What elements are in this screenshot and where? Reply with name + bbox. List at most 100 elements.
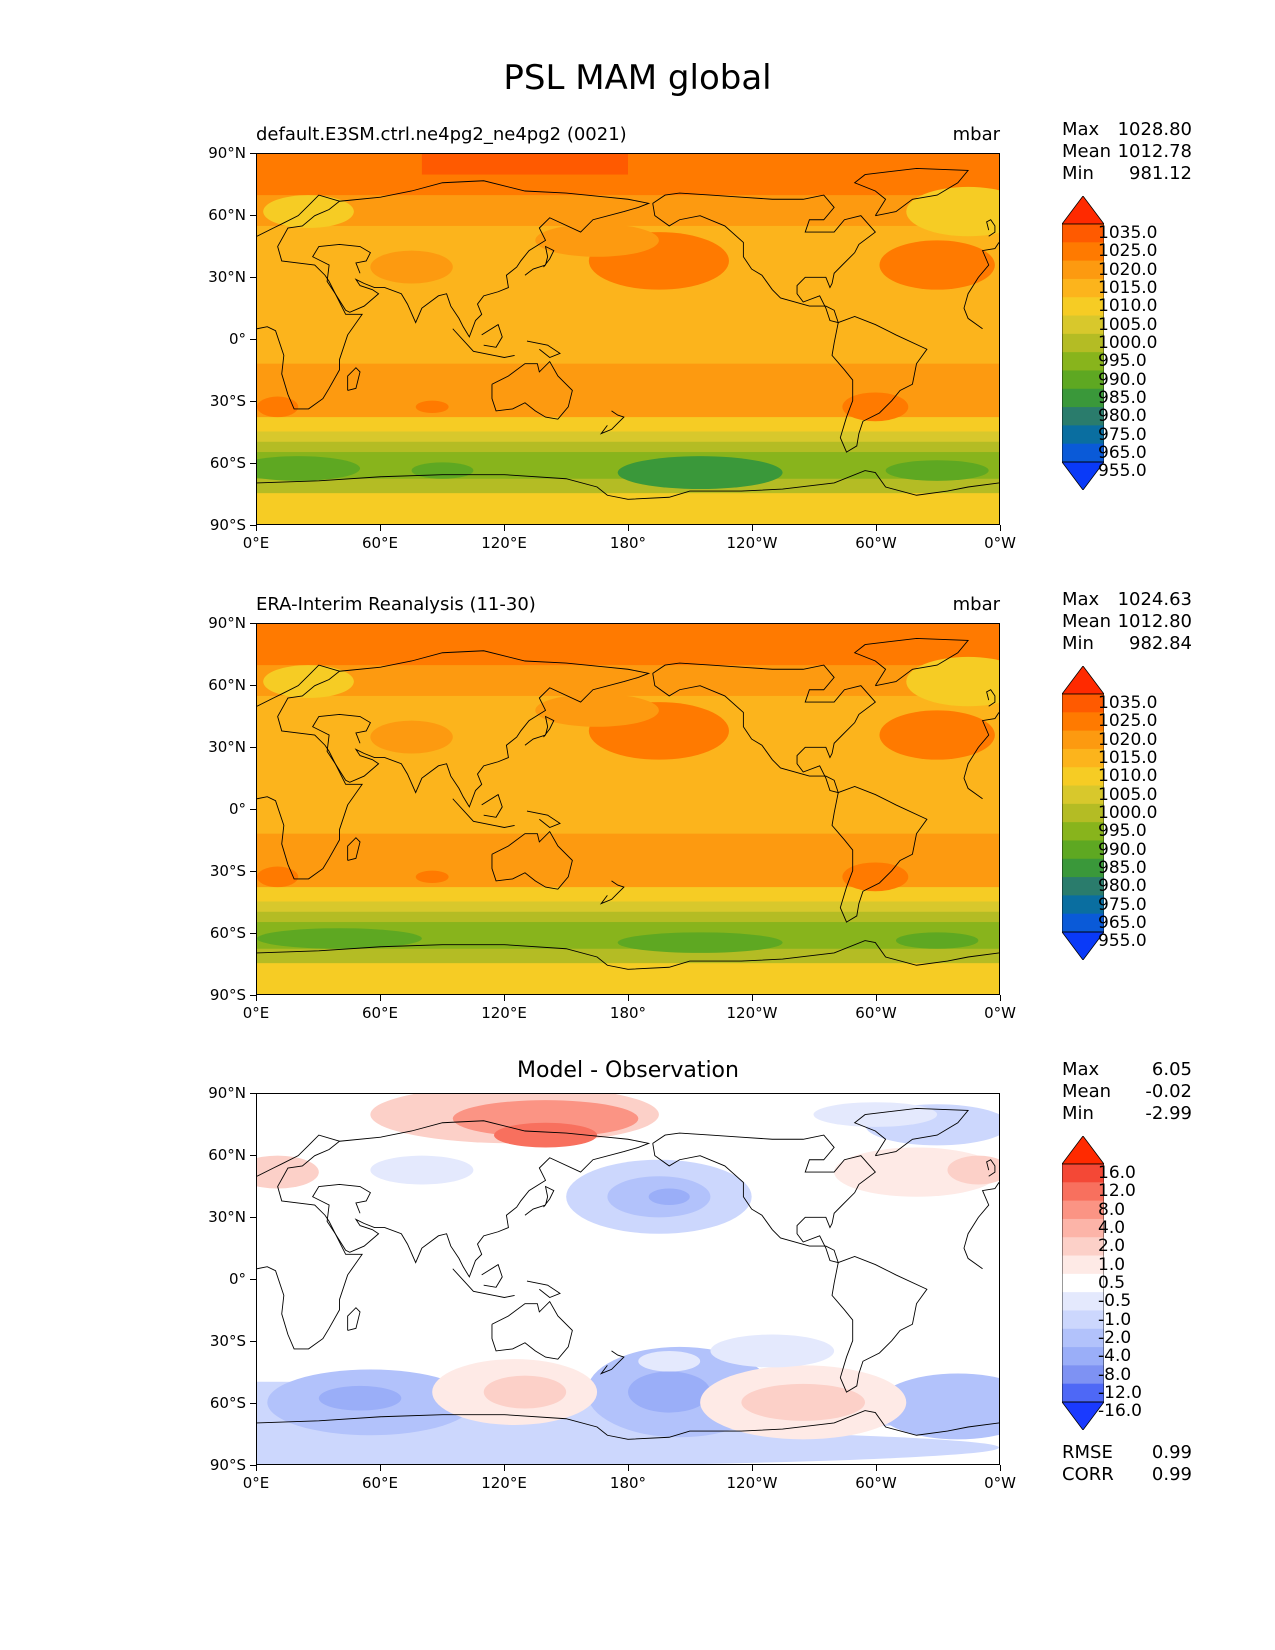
lat-tick-label: 60°N bbox=[208, 206, 246, 224]
difference-cell bbox=[628, 1371, 711, 1413]
pressure-cell bbox=[415, 400, 449, 413]
panel-model-title: default.E3SM.ctrl.ne4pg2_ne4pg2 (0021) bbox=[256, 124, 627, 145]
colorbar-label: 1015.0 bbox=[1098, 278, 1158, 299]
coastline bbox=[257, 1134, 363, 1350]
colorbar-label: 1025.0 bbox=[1098, 711, 1158, 732]
colorbar-label: 1005.0 bbox=[1098, 784, 1158, 805]
lon-tick bbox=[752, 995, 754, 1001]
lon-tick bbox=[380, 995, 382, 1001]
lat-tick bbox=[250, 933, 256, 935]
pressure-cell bbox=[617, 456, 783, 490]
colorbar-swatch bbox=[1062, 297, 1104, 316]
colorbar-label: 990.0 bbox=[1098, 369, 1147, 390]
coastline bbox=[452, 1268, 515, 1298]
metric-label: CORR bbox=[1062, 1464, 1114, 1485]
colorbar-label: 975.0 bbox=[1098, 424, 1147, 445]
figure-title: PSL MAM global bbox=[503, 58, 772, 98]
colorbar-swatch bbox=[1062, 1328, 1104, 1348]
colorbar-label: 1.0 bbox=[1098, 1254, 1126, 1275]
coastline bbox=[853, 637, 970, 687]
coastline bbox=[524, 715, 555, 746]
coastline bbox=[853, 167, 970, 217]
stat-min: 981.12 bbox=[1129, 163, 1192, 184]
colorbar-model bbox=[1061, 195, 1105, 491]
pressure-band bbox=[257, 833, 999, 861]
panel-model: default.E3SM.ctrl.ne4pg2_ne4pg2 (0021) m… bbox=[0, 0, 1275, 552]
colorbar-swatch bbox=[1062, 785, 1104, 805]
coastline bbox=[526, 810, 561, 829]
stats-obs: Max 1024.63 Mean 1012.80 Min 982.84 bbox=[1062, 589, 1192, 655]
colorbar-label: 12.0 bbox=[1098, 1181, 1136, 1202]
colorbar-swatch bbox=[1062, 1273, 1104, 1293]
coastline bbox=[257, 194, 363, 410]
colorbar-swatch bbox=[1061, 195, 1105, 225]
lon-tick bbox=[1000, 995, 1002, 1001]
pressure-cell bbox=[906, 656, 999, 707]
colorbar-label: 4.0 bbox=[1098, 1218, 1126, 1239]
stat-label: Max bbox=[1062, 119, 1100, 140]
stats-model: Max 1028.80 Mean 1012.78 Min 981.12 bbox=[1062, 119, 1192, 185]
colorbar-swatch bbox=[1062, 315, 1104, 335]
colorbar-label: 995.0 bbox=[1098, 821, 1147, 842]
colorbar-label: 1010.0 bbox=[1098, 766, 1158, 787]
pressure-band bbox=[257, 314, 999, 365]
lon-tick-label: 60°E bbox=[361, 1474, 399, 1492]
pressure-cell bbox=[257, 396, 299, 418]
colorbar-swatch bbox=[1062, 1292, 1104, 1311]
coastline bbox=[257, 940, 999, 970]
pressure-band bbox=[257, 901, 999, 913]
colorbar-swatch bbox=[1062, 1164, 1104, 1183]
lon-tick bbox=[876, 995, 878, 1001]
stat-max: 6.05 bbox=[1151, 1059, 1192, 1080]
coastline bbox=[452, 328, 515, 358]
stat-label: Max bbox=[1062, 1059, 1100, 1080]
lon-tick bbox=[504, 525, 506, 531]
lat-tick-label: 90°S bbox=[209, 986, 246, 1004]
pressure-field bbox=[257, 154, 999, 524]
panel-obs-units: mbar bbox=[952, 594, 1000, 615]
lon-tick-label: 120°E bbox=[481, 1004, 527, 1022]
lat-tick-label: 30°S bbox=[209, 1332, 246, 1350]
lat-tick-label: 60°N bbox=[208, 676, 246, 694]
colorbar-swatch bbox=[1062, 333, 1104, 353]
lon-tick-label: 0°E bbox=[242, 534, 270, 552]
stat-label: Mean bbox=[1062, 1081, 1112, 1102]
lat-tick bbox=[250, 685, 256, 687]
pressure-cell bbox=[885, 460, 989, 481]
panel-diff-title: Model - Observation bbox=[517, 1058, 739, 1083]
lon-tick-label: 180° bbox=[609, 1474, 647, 1492]
coastline bbox=[312, 1120, 651, 1278]
stat-mean: -0.02 bbox=[1145, 1081, 1192, 1102]
difference-cell bbox=[494, 1122, 598, 1148]
coastline bbox=[831, 785, 928, 923]
colorbar-swatch bbox=[1062, 425, 1104, 445]
pressure-cell bbox=[370, 250, 453, 284]
coastline bbox=[452, 798, 515, 828]
lon-tick bbox=[628, 525, 630, 531]
colorbar-swatch bbox=[1062, 352, 1104, 371]
colorbar-label: 1015.0 bbox=[1098, 748, 1158, 769]
lat-tick-label: 30°S bbox=[209, 862, 246, 880]
pressure-band bbox=[257, 911, 999, 923]
lat-tick-label: 30°N bbox=[208, 738, 246, 756]
pressure-band bbox=[257, 417, 999, 432]
metric-label: RMSE bbox=[1062, 1442, 1113, 1463]
lon-tick bbox=[256, 525, 258, 531]
difference-cell bbox=[710, 1334, 835, 1368]
pressure-field bbox=[257, 624, 999, 994]
lat-tick-label: 30°N bbox=[208, 1208, 246, 1226]
lat-tick bbox=[250, 747, 256, 749]
lat-tick-label: 0° bbox=[228, 1270, 246, 1288]
pressure-band bbox=[257, 441, 999, 453]
lon-tick bbox=[876, 525, 878, 531]
difference-cell bbox=[452, 1100, 639, 1138]
colorbar-label: 1000.0 bbox=[1098, 333, 1158, 353]
colorbar-label: 2.0 bbox=[1098, 1236, 1126, 1257]
coastline bbox=[257, 470, 999, 500]
pressure-cell bbox=[535, 693, 659, 727]
colorbar-label: 1000.0 bbox=[1098, 803, 1158, 823]
colorbar-label: 975.0 bbox=[1098, 894, 1147, 915]
map-diff bbox=[256, 1093, 1000, 1465]
difference-cell bbox=[483, 1375, 567, 1409]
colorbar-swatches bbox=[1061, 195, 1105, 491]
